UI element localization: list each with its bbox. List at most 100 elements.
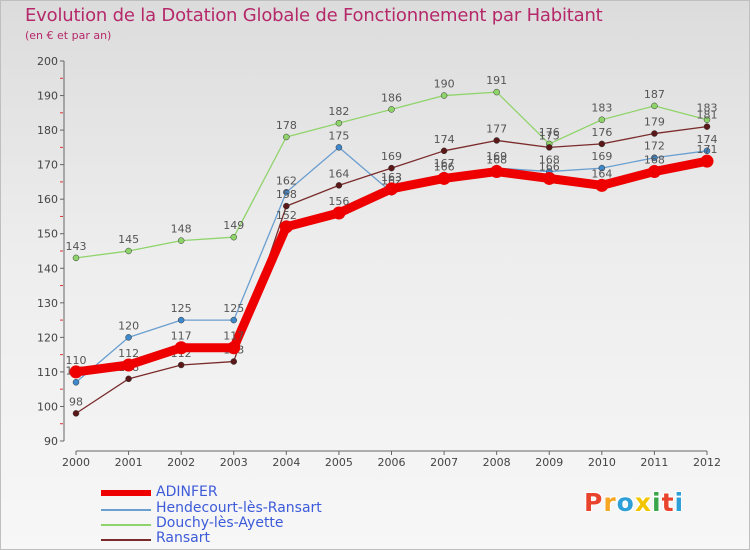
data-label-adinfer: 117 [223,330,244,343]
x-tick-label: 2004 [272,456,300,469]
legend-item-douchy[interactable]: Douchy-lès-Ayette [101,515,331,533]
data-label-hendecourt-l-s-ransart: 120 [118,319,139,332]
data-point-douchy-l-s-ayette [72,254,80,262]
data-point-hendecourt-l-s-ransart [230,316,237,324]
data-label-hendecourt-l-s-ransart: 167 [434,157,455,170]
x-tick-label: 2012 [693,456,721,469]
legend-label-hendecourt: Hendecourt-lès-Ransart [156,500,322,516]
legend-swatch-douchy [101,524,151,526]
data-point-adinfer [174,341,188,355]
x-tick-label: 2008 [483,456,511,469]
data-label-ransart: 179 [644,116,665,129]
data-point-adinfer [69,365,83,379]
y-tick-label: 120 [37,331,58,344]
data-label-hendecourt-l-s-ransart: 175 [328,129,349,142]
data-point-adinfer [437,171,451,185]
x-tick-label: 2002 [167,456,195,469]
data-point-adinfer [385,182,398,196]
data-point-adinfer [595,178,609,192]
data-point-ransart [335,182,343,189]
data-label-ransart: 181 [697,109,718,122]
x-tick-label: 2011 [640,456,668,469]
data-label-adinfer: 156 [328,195,349,208]
data-label-ransart: 158 [276,188,297,201]
data-point-douchy-l-s-ayette [388,106,395,113]
data-point-adinfer [227,341,241,355]
legend-label-ransart: Ransart [156,530,210,546]
data-label-douchy-l-s-ayette: 183 [591,102,612,115]
y-tick-label: 170 [37,159,58,172]
data-label-ransart: 176 [591,126,612,139]
y-tick-label: 200 [37,55,58,68]
data-label-hendecourt-l-s-ransart: 125 [171,302,192,315]
data-point-ransart [651,130,658,137]
data-label-douchy-l-s-ayette: 176 [539,126,560,139]
data-point-hendecourt-l-s-ransart [72,379,80,386]
x-tick-label: 2010 [588,456,616,469]
y-tick-label: 90 [44,435,58,448]
data-label-douchy-l-s-ayette: 148 [171,223,192,236]
data-point-hendecourt-l-s-ransart [703,147,711,155]
data-label-adinfer: 168 [486,154,507,167]
data-point-douchy-l-s-ayette [598,116,606,123]
data-label-adinfer: 166 [434,160,455,173]
data-point-hendecourt-l-s-ransart [177,316,185,324]
data-label-hendecourt-l-s-ransart: 169 [486,150,507,163]
x-tick-label: 2007 [430,456,458,469]
data-label-adinfer: 117 [171,330,192,343]
legend-item-hendecourt[interactable]: Hendecourt-lès-Ransart [101,500,331,518]
data-label-adinfer: 112 [118,347,139,360]
y-tick-label: 150 [37,228,58,241]
data-point-douchy-l-s-ayette [651,102,658,110]
data-point-ransart [440,147,448,155]
data-label-douchy-l-s-ayette: 143 [66,240,87,253]
data-label-ransart: 177 [486,122,507,135]
data-point-hendecourt-l-s-ransart [125,334,132,341]
data-point-hendecourt-l-s-ransart [335,144,343,151]
data-point-hendecourt-l-s-ransart [598,164,606,172]
y-tick-label: 140 [37,262,58,275]
data-point-adinfer [647,165,661,179]
data-label-douchy-l-s-ayette: 178 [276,119,297,132]
data-point-douchy-l-s-ayette [440,92,448,99]
proxiti-logo[interactable]: Proxiti [584,488,685,517]
legend-item-ransart[interactable]: Ransart [101,530,331,548]
legend-swatch-ransart [101,539,151,541]
data-label-hendecourt-l-s-ransart: 169 [591,150,612,163]
data-point-ransart [493,137,500,144]
legend-swatch-hendecourt [101,509,151,511]
data-label-douchy-l-s-ayette: 187 [644,88,665,101]
chart-title: Evolution de la Dotation Globale de Fonc… [25,5,603,26]
data-label-douchy-l-s-ayette: 191 [486,74,507,87]
data-label-ransart: 169 [381,150,402,163]
data-point-hendecourt-l-s-ransart [283,189,290,196]
data-label-ransart: 98 [69,395,83,408]
y-tick-label: 190 [37,90,58,103]
data-label-adinfer: 164 [591,167,612,180]
legend-label-douchy: Douchy-lès-Ayette [156,515,284,531]
data-point-ransart [546,144,553,151]
data-point-ransart [230,358,237,365]
data-label-ransart: 175 [539,129,560,142]
data-point-ransart [72,410,80,417]
y-tick-label: 130 [37,297,58,310]
legend-label-adinfer: ADINFER [156,484,218,500]
data-label-adinfer: 152 [276,209,297,222]
data-label-douchy-l-s-ayette: 149 [223,219,244,232]
data-point-ransart [703,123,711,130]
y-tick-label: 100 [37,400,58,413]
data-label-douchy-l-s-ayette: 145 [118,233,139,246]
data-point-ransart [388,164,395,172]
data-label-adinfer: 163 [381,171,402,184]
data-point-adinfer [700,154,714,168]
data-label-adinfer: 171 [697,143,718,156]
data-label-adinfer: 168 [644,154,665,167]
data-label-adinfer: 110 [66,354,87,367]
data-label-adinfer: 166 [539,160,560,173]
legend-item-adinfer[interactable]: ADINFER [101,484,331,502]
y-tick-label: 110 [37,366,58,379]
data-label-hendecourt-l-s-ransart: 125 [223,302,244,315]
x-tick-label: 2003 [220,456,248,469]
